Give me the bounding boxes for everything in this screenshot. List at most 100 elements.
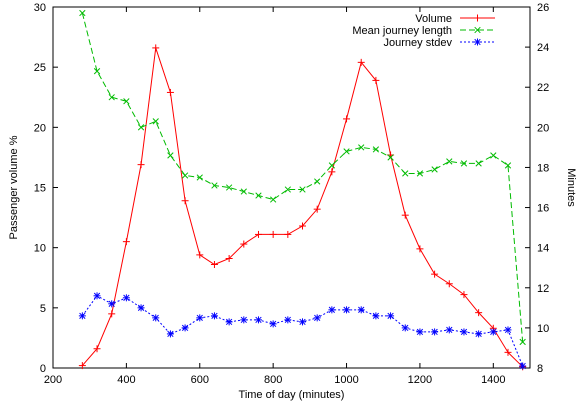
- data-point: [489, 328, 497, 336]
- legend-label: Volume: [415, 13, 452, 25]
- data-point: [108, 300, 116, 308]
- data-point: [402, 170, 409, 177]
- data-point: [372, 146, 380, 153]
- legend-swatch-marker: [474, 26, 481, 34]
- data-point: [343, 306, 351, 314]
- data-point: [93, 345, 101, 353]
- data-point: [357, 306, 365, 314]
- data-point: [504, 326, 512, 334]
- legend-label: Mean journey length: [352, 25, 452, 37]
- data-point: [123, 98, 130, 105]
- data-point: [196, 314, 204, 322]
- series-journey-stdev: [78, 292, 527, 370]
- data-point: [299, 318, 307, 326]
- y-right-tick-label: 10: [537, 323, 549, 335]
- y-left-tick-label: 0: [40, 363, 46, 375]
- data-point: [78, 312, 86, 320]
- data-point: [460, 291, 468, 299]
- data-point: [401, 324, 409, 332]
- data-point: [328, 168, 336, 176]
- data-point: [210, 312, 218, 320]
- data-point: [431, 328, 439, 336]
- data-point: [108, 310, 116, 318]
- x-tick-label: 1200: [408, 374, 432, 386]
- data-point: [78, 362, 86, 370]
- data-point: [181, 197, 189, 205]
- data-point: [372, 312, 380, 320]
- data-point: [328, 162, 336, 169]
- data-point: [284, 186, 291, 193]
- x-tick-label: 1000: [334, 374, 358, 386]
- data-point: [240, 188, 247, 195]
- data-point: [166, 88, 174, 96]
- y-right-tick-label: 24: [537, 42, 549, 54]
- data-point: [225, 184, 233, 191]
- data-point: [416, 328, 424, 336]
- plot-frame: [52, 6, 531, 369]
- data-point: [299, 186, 306, 193]
- data-point: [313, 205, 321, 213]
- data-point: [431, 166, 438, 173]
- y-axis-left-title: Passenger volume %: [8, 135, 20, 239]
- data-point: [93, 292, 101, 300]
- data-point: [445, 280, 453, 288]
- x-tick-label: 200: [44, 374, 62, 386]
- series-line: [81, 12, 524, 342]
- data-point: [270, 196, 277, 203]
- data-point: [122, 294, 130, 302]
- data-point: [93, 68, 101, 75]
- y-left-tick-label: 5: [40, 303, 46, 315]
- x-tick-label: 800: [264, 374, 282, 386]
- data-point: [167, 152, 174, 159]
- x-tick-label: 400: [117, 374, 135, 386]
- axes: 200 400 600 800 1000 1200 1400 0 5 10 15 20 25 30 8 10 1…: [34, 2, 550, 386]
- data-point: [196, 251, 204, 259]
- data-point: [387, 312, 395, 320]
- data-point: [210, 261, 218, 269]
- data-point: [519, 362, 527, 370]
- y-right-tick-label: 8: [537, 363, 543, 375]
- data-point: [372, 76, 380, 84]
- data-point: [475, 160, 482, 167]
- series-line: [81, 295, 524, 367]
- data-point: [255, 192, 262, 199]
- data-point: [460, 328, 468, 336]
- y-right-tick-label: 18: [537, 162, 549, 174]
- data-point: [314, 178, 321, 185]
- data-point: [152, 44, 160, 52]
- data-point: [387, 154, 394, 161]
- data-point: [460, 160, 468, 167]
- x-tick-label: 1400: [481, 374, 505, 386]
- series-layer: [78, 9, 527, 371]
- series-volume: [78, 44, 527, 371]
- y-axis-right-title: Minutes: [565, 168, 577, 207]
- data-point: [343, 115, 351, 123]
- data-point: [328, 306, 336, 314]
- y-left-tick-label: 25: [34, 62, 46, 74]
- y-left-tick-label: 15: [34, 183, 46, 195]
- data-point: [446, 158, 453, 165]
- y-right-tick-label: 16: [537, 203, 549, 215]
- data-point: [196, 174, 203, 181]
- data-point: [152, 314, 160, 322]
- data-point: [254, 230, 262, 238]
- data-point: [225, 318, 233, 326]
- data-point: [313, 314, 321, 322]
- data-point: [519, 338, 526, 346]
- data-point: [122, 238, 130, 246]
- y-left-tick-label: 20: [34, 122, 46, 134]
- data-point: [269, 320, 277, 328]
- data-point: [137, 124, 145, 131]
- data-point: [240, 316, 248, 324]
- x-axis-title: Time of day (minutes): [239, 389, 345, 401]
- data-point: [358, 144, 365, 151]
- data-point: [284, 230, 292, 238]
- y-right-tick-label: 22: [537, 82, 549, 94]
- data-point: [181, 172, 189, 179]
- data-point: [445, 326, 453, 334]
- data-point: [416, 170, 424, 177]
- data-point: [240, 240, 248, 248]
- legend-swatch-marker: [474, 38, 481, 46]
- data-point: [225, 254, 233, 262]
